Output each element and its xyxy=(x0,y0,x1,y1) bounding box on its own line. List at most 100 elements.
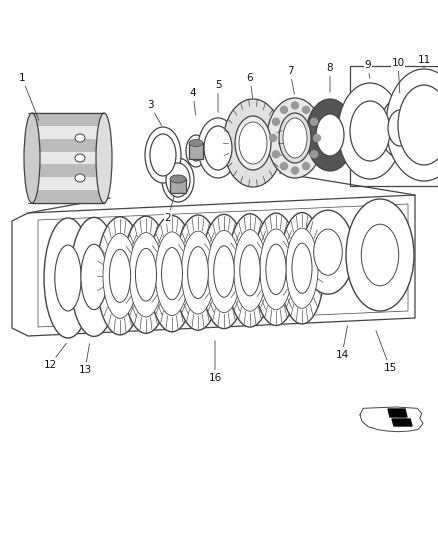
Ellipse shape xyxy=(283,118,307,158)
Ellipse shape xyxy=(227,214,273,327)
Circle shape xyxy=(272,151,279,158)
Ellipse shape xyxy=(135,248,156,301)
Ellipse shape xyxy=(234,230,266,311)
Ellipse shape xyxy=(292,243,312,293)
Ellipse shape xyxy=(361,224,399,286)
Circle shape xyxy=(314,134,321,141)
Polygon shape xyxy=(360,407,423,432)
Ellipse shape xyxy=(166,163,190,197)
Ellipse shape xyxy=(208,230,240,313)
Ellipse shape xyxy=(162,247,183,300)
Text: 3: 3 xyxy=(147,100,162,126)
Ellipse shape xyxy=(267,98,323,178)
Ellipse shape xyxy=(123,216,170,333)
Ellipse shape xyxy=(44,218,92,338)
Polygon shape xyxy=(388,409,407,417)
Ellipse shape xyxy=(155,232,189,316)
Bar xyxy=(33,177,103,190)
Bar xyxy=(350,66,438,186)
Text: 7: 7 xyxy=(287,66,294,94)
Ellipse shape xyxy=(388,110,412,146)
Bar xyxy=(33,139,103,151)
Ellipse shape xyxy=(170,175,186,183)
Ellipse shape xyxy=(150,134,176,176)
Ellipse shape xyxy=(175,215,221,330)
Ellipse shape xyxy=(55,245,81,311)
Ellipse shape xyxy=(75,154,85,162)
Bar xyxy=(189,143,203,159)
Ellipse shape xyxy=(260,229,292,310)
Ellipse shape xyxy=(280,213,324,324)
Ellipse shape xyxy=(223,99,283,187)
Ellipse shape xyxy=(96,113,112,203)
Ellipse shape xyxy=(240,245,260,296)
Ellipse shape xyxy=(266,244,286,295)
Ellipse shape xyxy=(129,232,163,317)
Ellipse shape xyxy=(204,126,232,170)
Circle shape xyxy=(303,107,310,114)
Circle shape xyxy=(280,163,287,169)
Bar xyxy=(32,113,104,203)
Polygon shape xyxy=(392,419,412,426)
Bar xyxy=(33,126,103,139)
Ellipse shape xyxy=(338,83,402,179)
Text: 4: 4 xyxy=(190,88,196,115)
Bar xyxy=(33,113,103,126)
Ellipse shape xyxy=(186,135,206,167)
Ellipse shape xyxy=(316,114,344,156)
Text: 10: 10 xyxy=(392,58,405,93)
Ellipse shape xyxy=(286,228,318,308)
Ellipse shape xyxy=(75,174,85,182)
Circle shape xyxy=(311,151,318,158)
Bar xyxy=(33,151,103,164)
Circle shape xyxy=(311,118,318,125)
Ellipse shape xyxy=(96,217,144,335)
Text: 2: 2 xyxy=(165,196,174,223)
Ellipse shape xyxy=(306,99,354,171)
Ellipse shape xyxy=(181,231,215,314)
Circle shape xyxy=(292,167,299,174)
Ellipse shape xyxy=(162,158,194,202)
Text: 5: 5 xyxy=(215,80,221,112)
Ellipse shape xyxy=(24,113,40,203)
Text: 6: 6 xyxy=(247,73,253,98)
Ellipse shape xyxy=(145,127,181,183)
Text: 15: 15 xyxy=(376,330,397,373)
Polygon shape xyxy=(12,195,415,336)
Ellipse shape xyxy=(187,247,208,298)
Ellipse shape xyxy=(103,233,137,318)
Ellipse shape xyxy=(149,215,195,332)
Bar xyxy=(33,164,103,177)
Ellipse shape xyxy=(254,213,298,326)
Ellipse shape xyxy=(201,214,247,329)
Ellipse shape xyxy=(314,229,343,275)
Ellipse shape xyxy=(81,244,107,310)
Ellipse shape xyxy=(380,98,420,158)
Ellipse shape xyxy=(398,85,438,165)
Ellipse shape xyxy=(70,217,118,336)
Ellipse shape xyxy=(110,249,131,302)
Ellipse shape xyxy=(235,116,271,170)
Text: 16: 16 xyxy=(208,341,222,383)
Ellipse shape xyxy=(189,140,203,147)
Circle shape xyxy=(280,107,287,114)
Ellipse shape xyxy=(386,69,438,181)
Ellipse shape xyxy=(279,113,311,163)
Text: 9: 9 xyxy=(365,60,371,78)
Ellipse shape xyxy=(214,246,234,297)
Ellipse shape xyxy=(350,101,390,161)
Text: 12: 12 xyxy=(43,343,66,370)
Text: 8: 8 xyxy=(327,63,333,92)
Circle shape xyxy=(269,134,276,141)
Ellipse shape xyxy=(346,199,414,311)
Ellipse shape xyxy=(75,134,85,142)
Circle shape xyxy=(272,118,279,125)
Ellipse shape xyxy=(190,141,202,161)
Text: 13: 13 xyxy=(78,344,92,375)
Ellipse shape xyxy=(198,118,238,178)
Text: 11: 11 xyxy=(417,55,431,68)
Circle shape xyxy=(303,163,310,169)
Text: 1: 1 xyxy=(19,73,39,120)
Bar xyxy=(33,190,103,203)
Circle shape xyxy=(292,102,299,109)
